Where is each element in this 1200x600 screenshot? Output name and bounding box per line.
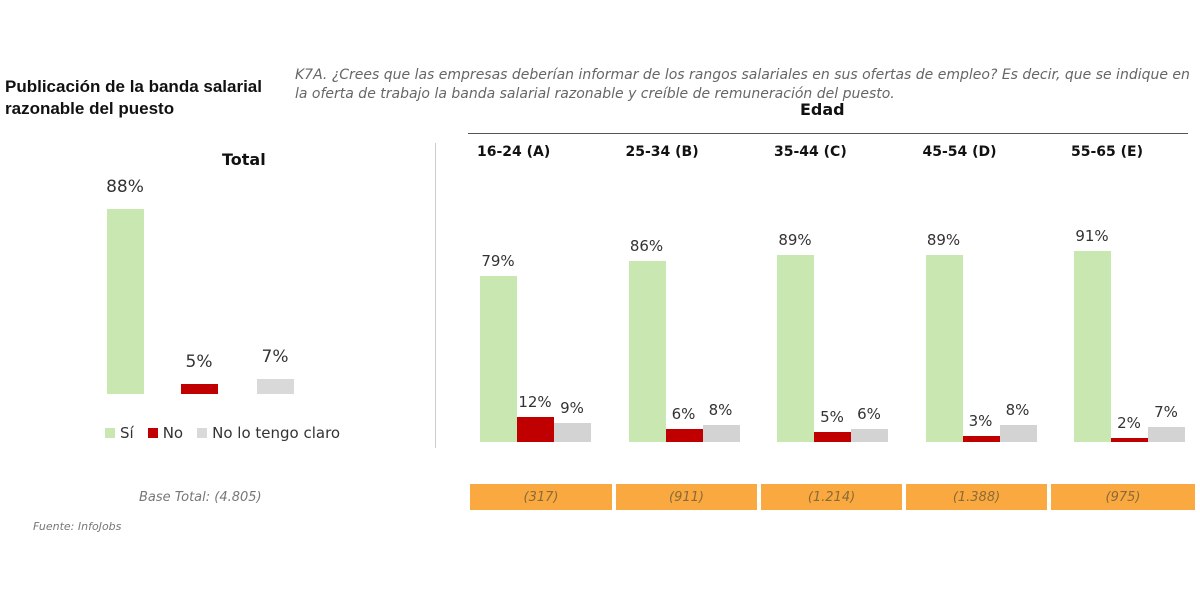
legend-label: No [162, 424, 184, 442]
question-text: K7A. ¿Crees que las empresas deberían in… [295, 67, 1190, 102]
data-label: 6% [671, 405, 696, 424]
base-box: (975) [1051, 484, 1195, 510]
age-group-header: 35-44 (C) [774, 144, 847, 160]
edad-title: Edad [800, 100, 845, 119]
separator [435, 143, 436, 448]
data-label: 89% [778, 231, 812, 250]
bar-4-1 [1111, 437, 1148, 442]
data-label: 6% [857, 405, 881, 424]
bar-total-1 [181, 383, 218, 394]
bar-1-2 [702, 425, 740, 442]
legend-label: Sí [120, 424, 134, 442]
legend-swatch-no-claro [197, 428, 208, 438]
age-group-header: 45-54 (D) [922, 144, 997, 160]
bar-4-0 [1074, 250, 1111, 442]
data-label: 7% [261, 347, 289, 368]
data-label: 88% [106, 177, 144, 198]
age-group-header: 55-65 (E) [1071, 144, 1144, 160]
bar-0-0 [480, 276, 517, 442]
data-label: 2% [1117, 413, 1141, 432]
legend-swatch-si [105, 428, 115, 438]
bar-4-2 [1148, 427, 1185, 442]
base-box: (1.214) [761, 484, 902, 510]
page-title: Publicación de la banda salarial razonab… [5, 77, 262, 118]
data-label: 9% [560, 399, 584, 418]
bar-2-0 [777, 255, 814, 442]
legend-label: No lo tengo claro [212, 424, 341, 442]
base-box: (911) [616, 484, 757, 510]
bar-total-0 [107, 209, 144, 394]
legend-item-si: Sí [105, 424, 134, 442]
bar-3-0 [925, 255, 963, 442]
data-label: 7% [1154, 403, 1178, 422]
bar-0-2 [554, 423, 591, 442]
bar-1-1 [665, 429, 703, 442]
data-label: 5% [820, 407, 844, 426]
data-label: 91% [1075, 226, 1109, 245]
legend: Sí No No lo tengo claro [105, 424, 340, 442]
source: Fuente: InfoJobs [33, 520, 122, 533]
data-label: 8% [1005, 401, 1030, 420]
data-label: 8% [708, 401, 733, 420]
data-label: 3% [968, 411, 993, 430]
edad-rule [468, 133, 1188, 134]
legend-swatch-no [147, 428, 158, 438]
base-box: (317) [470, 484, 612, 510]
legend-item-no: No [147, 424, 184, 442]
total-chart-title: Total [222, 150, 266, 169]
data-label: 5% [185, 351, 213, 372]
base-total: Base Total: (4.805) [139, 490, 262, 505]
bar-0-1 [517, 416, 554, 442]
age-group-header: 16-24 (A) [477, 144, 551, 160]
data-label: 86% [629, 237, 664, 256]
bar-2-2 [851, 429, 888, 442]
age-group-header: 25-34 (B) [625, 144, 699, 160]
bar-3-1 [962, 435, 1000, 442]
bar-2-1 [814, 431, 851, 442]
bar-1-0 [628, 261, 666, 442]
data-label: 89% [926, 231, 961, 250]
bar-total-2 [257, 379, 294, 394]
base-box: (1.388) [906, 484, 1047, 510]
bar-3-2 [999, 425, 1037, 442]
data-label: 12% [518, 392, 552, 411]
legend-item-no-claro: No lo tengo claro [197, 424, 340, 442]
data-label: 79% [481, 252, 515, 271]
